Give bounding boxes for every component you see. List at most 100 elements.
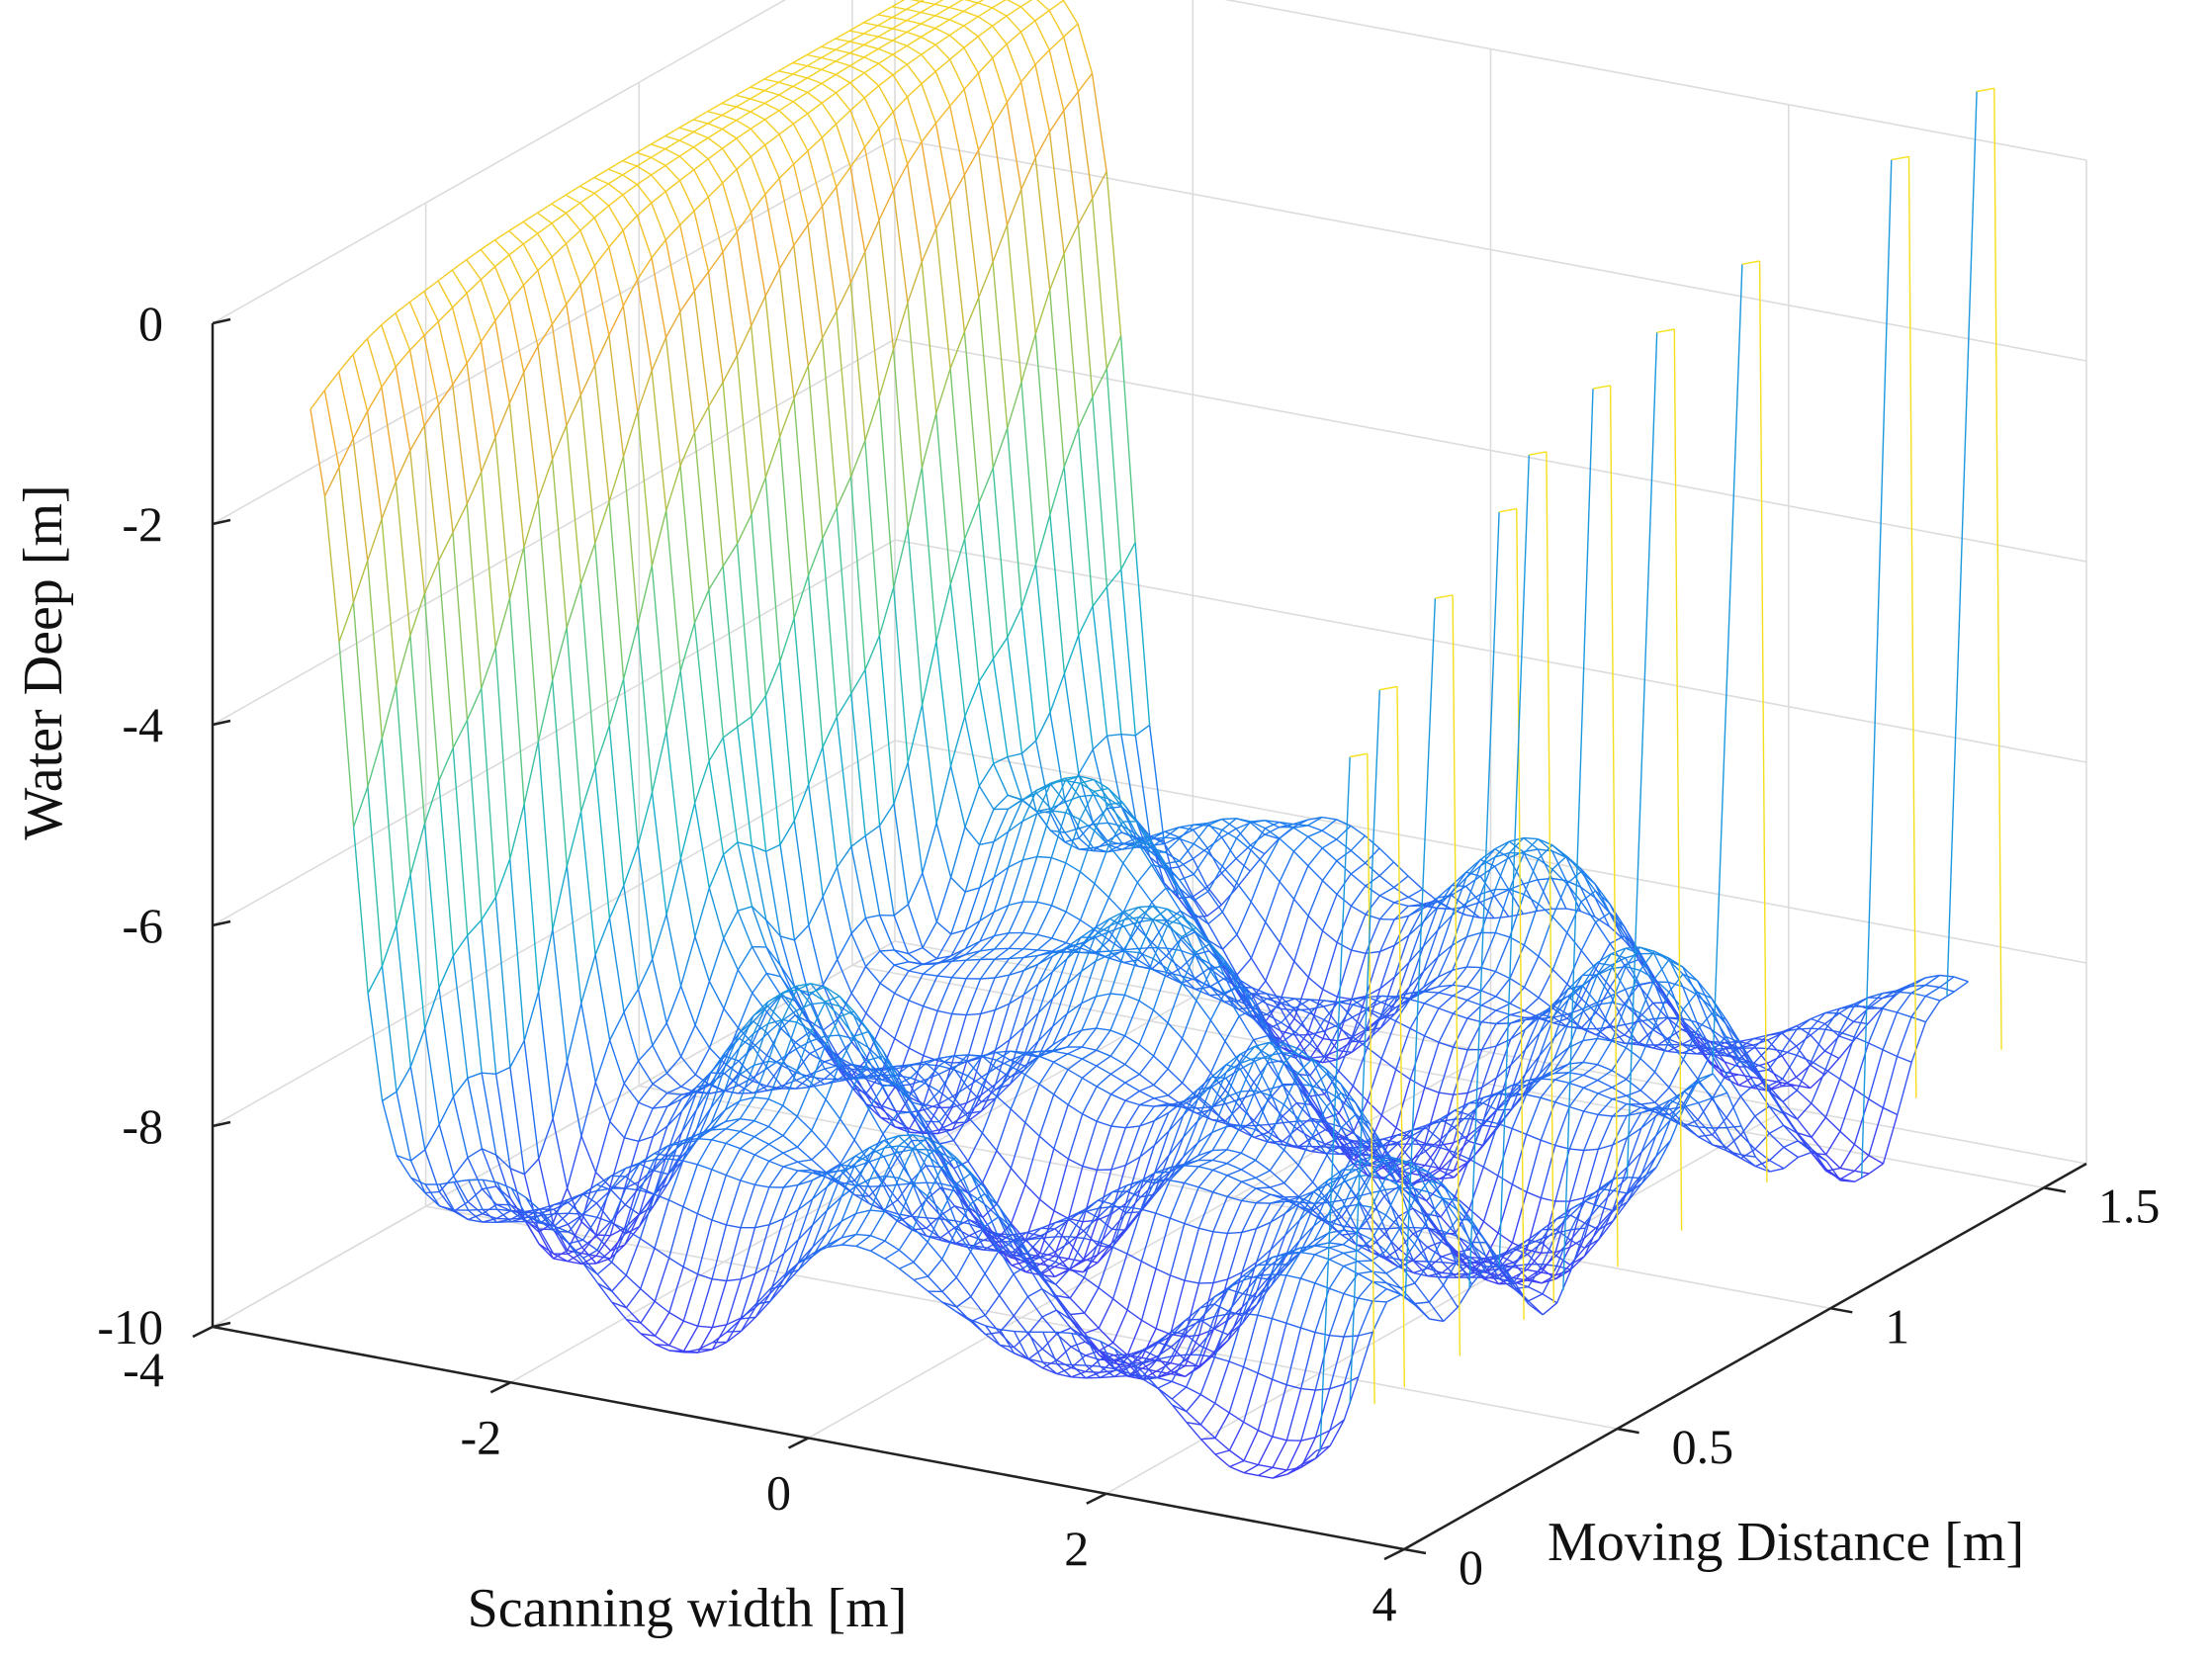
mesh-segment: [1423, 956, 1439, 972]
mesh-segment: [454, 1179, 469, 1183]
mesh-segment: [995, 1039, 1011, 1085]
mesh-segment: [1148, 725, 1165, 842]
mesh-segment: [809, 1045, 825, 1055]
mesh-segment: [948, 0, 964, 9]
mesh-segment: [1367, 1047, 1382, 1060]
mesh-segment: [1336, 906, 1353, 943]
mesh-segment: [1100, 1375, 1115, 1379]
mesh-segment: [764, 296, 781, 437]
mesh-segment: [907, 872, 924, 906]
mesh-segment: [724, 1090, 739, 1094]
mesh-segment: [970, 1251, 986, 1274]
mesh-segment: [1265, 881, 1281, 922]
mesh-segment: [825, 986, 841, 998]
mesh-segment: [581, 1214, 597, 1237]
mesh-segment: [782, 1184, 799, 1219]
mesh-segment: [467, 1072, 483, 1079]
mesh-segment: [781, 1058, 797, 1081]
mesh-segment: [910, 1082, 926, 1094]
mesh-segment: [1481, 1077, 1497, 1089]
mesh-segment: [807, 102, 823, 115]
mesh-segment: [850, 917, 866, 934]
mesh-segment: [855, 1245, 871, 1252]
mesh-segment: [1266, 1003, 1282, 1009]
mesh-segment: [1328, 1259, 1344, 1267]
mesh-segment: [1152, 905, 1168, 921]
mesh-segment: [1925, 995, 1941, 1002]
mesh-segment: [1393, 905, 1409, 920]
mesh-segment: [906, 63, 923, 85]
mesh-segment: [1294, 998, 1310, 1001]
mesh-segment: [1292, 850, 1309, 867]
mesh-segment: [1292, 827, 1309, 837]
mesh-segment: [1282, 1060, 1297, 1085]
mesh-segment: [636, 202, 653, 217]
mesh-segment: [395, 312, 411, 351]
mesh-segment: [1055, 1283, 1071, 1299]
mesh-segment: [1570, 1227, 1586, 1231]
mesh-segment: [623, 1083, 640, 1103]
mesh-segment: [794, 1013, 810, 1023]
mesh-segment: [1067, 1103, 1084, 1115]
mesh-segment: [666, 1093, 682, 1107]
mesh-segment: [1796, 1085, 1811, 1090]
mesh-segment: [724, 1074, 741, 1110]
mesh-segment: [1598, 1209, 1614, 1226]
mesh-segment: [981, 1095, 998, 1134]
mesh-segment: [1626, 1047, 1641, 1060]
mesh-segment: [1107, 862, 1124, 899]
mesh-segment: [1006, 6, 1021, 17]
mesh-segment: [848, 22, 864, 32]
mesh-segment: [1556, 1229, 1571, 1234]
mesh-segment: [810, 1035, 826, 1042]
mesh-segment: [1053, 1069, 1069, 1095]
mesh-segment: [711, 1143, 727, 1171]
mesh-segment: [736, 325, 752, 356]
mesh-segment: [754, 1183, 770, 1188]
mesh-segment: [752, 844, 766, 852]
mesh-segment: [920, 0, 925, 3]
mesh-segment: [898, 1177, 914, 1185]
mesh-segment: [863, 22, 879, 27]
mesh-segment: [1064, 831, 1080, 850]
mesh-segment: [865, 1074, 882, 1094]
mesh-segment: [825, 996, 841, 1003]
mesh-segment: [809, 1031, 825, 1043]
mesh-segment: [338, 371, 354, 439]
mesh-segment: [794, 997, 810, 1021]
mesh-segment: [1051, 810, 1066, 814]
mesh-segment: [997, 1244, 1013, 1267]
mesh-segment: [736, 231, 752, 326]
mesh-segment: [782, 1070, 798, 1106]
mesh-segment: [893, 761, 909, 805]
mesh-segment: [1323, 1055, 1338, 1061]
mesh-segment: [737, 716, 752, 728]
mesh-segment: [1049, 290, 1065, 468]
mesh-segment: [926, 1214, 941, 1229]
mesh-segment: [793, 618, 810, 785]
mesh-segment: [752, 1077, 768, 1092]
mesh-segment: [1157, 1376, 1173, 1382]
mesh-segment: [793, 939, 810, 997]
mesh-segment: [1113, 1358, 1128, 1365]
mesh-segment: [1583, 1110, 1599, 1116]
mesh-segment: [1236, 818, 1251, 824]
mesh-segment: [736, 94, 751, 100]
mesh-segment: [682, 1139, 697, 1145]
mesh-segment: [567, 1261, 582, 1266]
mesh-segment: [808, 746, 824, 785]
mesh-segment: [739, 1096, 755, 1120]
mesh-segment: [1552, 1013, 1568, 1018]
mesh-segment: [1026, 1237, 1041, 1241]
mesh-segment: [1453, 1140, 1469, 1158]
mesh-segment: [695, 1072, 711, 1094]
mesh-segment: [1136, 902, 1153, 928]
mesh-segment: [867, 1108, 884, 1135]
mesh-segment: [1567, 1010, 1584, 1024]
mesh-segment: [841, 1212, 856, 1222]
mesh-segment: [1024, 1136, 1040, 1185]
mesh-segment: [792, 85, 808, 94]
mesh-segment: [722, 231, 738, 253]
mesh-segment: [778, 163, 795, 179]
mesh-segment: [1050, 830, 1065, 833]
